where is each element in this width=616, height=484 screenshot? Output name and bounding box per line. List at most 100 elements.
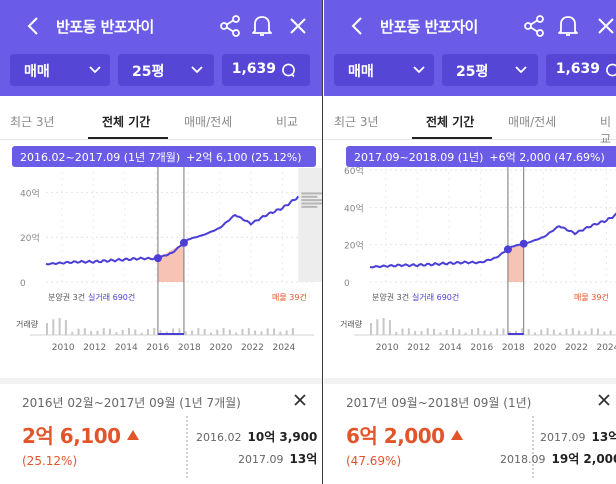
chevron-down-icon [191,66,203,74]
size-value: 25평 [456,64,489,80]
tab-recent-3y[interactable]: 최근 3년 [10,115,55,129]
volume-bar [590,328,593,335]
volume-bar [521,328,524,335]
chevron-down-icon [89,66,101,74]
selected-range-baseline [507,333,524,335]
tab-sale-jeonse[interactable]: 매매/전세 [184,115,233,129]
detail-range: 2017년 09월~2018년 09월 (1년) [346,396,532,410]
volume-bar [565,328,568,335]
up-triangle-icon [450,430,463,440]
price-diff-value: 6억 2,000 [346,424,445,448]
review-count: 1,639 [231,61,276,77]
range-end-point [179,238,188,247]
volume-bar [470,329,473,335]
volume-bar [540,329,543,335]
share-icon[interactable] [218,14,242,38]
volume-bar [464,332,467,335]
trade-from-price: 13억 [591,430,616,444]
price-diff: 6억 2,000 [346,420,463,449]
share-icon[interactable] [522,14,546,38]
review-count-button[interactable]: 1,639 [222,54,310,86]
review-count-button[interactable]: 1,639 [546,54,616,86]
volume-bar [247,328,250,335]
range-end-point [519,239,528,248]
x-tick-label: 2016 [146,343,169,353]
back-arrow-icon[interactable] [22,14,46,38]
volume-bar [71,331,74,335]
volume-bar [96,330,99,335]
volume-bar [552,329,555,335]
chevron-down-icon [413,66,425,74]
size-value: 25평 [132,64,165,80]
size-select[interactable]: 25평 [118,54,214,86]
volume-bar [603,331,606,335]
volume-bar [254,330,257,335]
volume-bar [388,320,391,335]
bell-icon[interactable] [250,13,274,39]
tab-all-period[interactable]: 전체 기간 [102,115,151,129]
active-tab-indicator [88,137,168,139]
tab-compare[interactable]: 비교 [600,115,612,146]
close-icon[interactable] [594,14,616,38]
close-icon[interactable] [286,14,310,38]
x-tick-label: 2022 [565,343,588,353]
back-arrow-icon[interactable] [346,14,370,38]
legend-supply: 분양권 3건 [48,292,85,302]
listing-band [298,168,322,282]
listing-bar [301,202,322,205]
y-tick-label: 0 [344,279,350,289]
selected-range-area [507,243,524,282]
trade-from-price: 10억 3,900 [247,430,318,444]
volume-bar [370,323,372,335]
volume-bar [178,328,181,335]
volume-bar [260,331,263,335]
tab-compare[interactable]: 비교 [276,115,299,129]
volume-bar [515,330,518,335]
volume-bar [483,330,486,335]
volume-bar [146,329,149,335]
volume-bar [58,318,61,335]
volume-bar [420,330,423,335]
deal-type-select[interactable]: 매매 [10,54,110,86]
price-chart[interactable]: 40억 20억 0 분양권 3건 실거래 690건 매물 39건 거래량 2010 2012 20… [0,140,322,368]
price-diff-value: 2억 6,100 [22,424,121,448]
volume-bar [209,332,212,335]
volume-bar [109,328,112,335]
volume-bar [502,328,505,335]
volume-bar [134,329,137,335]
range-tooltip: 2017.09~2018.09 (1년) +6억 2,000 (47.69%) [346,146,616,167]
review-count: 1,639 [555,61,600,77]
volume-bar [228,329,231,335]
tab-sale-jeonse[interactable]: 매매/전세 [508,115,557,129]
y-tick-label: 60억 [344,165,364,177]
bell-icon[interactable] [556,13,580,39]
volume-bar [266,328,269,335]
volume-bar [584,331,587,335]
deal-type-value: 매매 [24,64,50,80]
close-icon[interactable] [596,392,612,408]
range-tooltip: 2016.02~2017.09 (1년 7개월) +2억 6,100 (25.12… [12,146,316,167]
volume-bar [291,328,294,335]
tab-all-period[interactable]: 전체 기간 [426,115,475,129]
volume-bar [222,328,225,335]
range-detail-card: 2016년 02월~2017년 09월 (1년 7개월) 2억 6,100 (2… [0,386,322,484]
panel-right: 반포동 반포자이 매매 25평 1,639 최근 3 [324,0,616,484]
volume-bar [140,332,143,335]
period-tabs: 최근 3년 전체 기간 매매/전세 비교 [324,96,616,146]
x-tick-label: 2010 [376,343,399,353]
price-chart[interactable]: 60억 40억 20억 0 분양권 3건 실거래 690건 매물 39건 거래량 2010 201… [324,140,616,368]
deal-type-select[interactable]: 매매 [334,54,434,86]
volume-bar [597,328,600,335]
close-icon[interactable] [292,392,308,408]
tab-recent-3y[interactable]: 최근 3년 [334,115,379,129]
detail-range: 2016년 02월~2017년 09월 (1년 7개월) [22,396,241,410]
volume-bar [64,320,67,335]
deal-type-value: 매매 [348,64,374,80]
legend-listings: 매물 39건 [574,292,609,302]
trade-to-price: 19억 2,000 [551,452,616,466]
trade-to: 2017.09 13억 [238,450,317,467]
trade-from: 2017.09 13억 [540,428,616,445]
size-select[interactable]: 25평 [442,54,538,86]
